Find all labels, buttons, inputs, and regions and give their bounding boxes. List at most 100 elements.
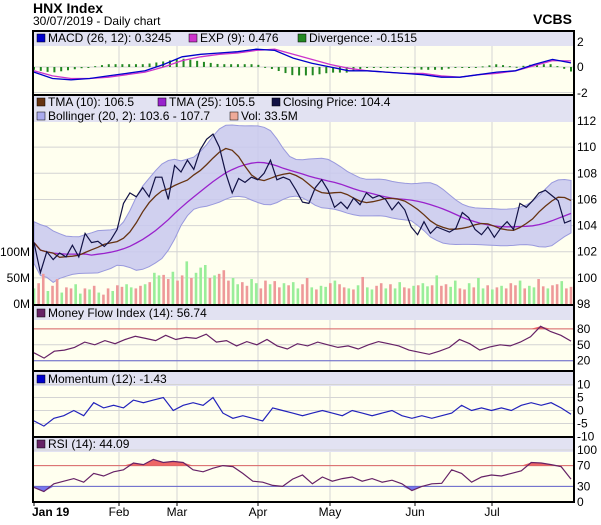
volume-bar [171, 271, 175, 304]
price-legend: TMA (10): 106.5 TMA (25): 105.5 Closing … [36, 95, 391, 123]
divergence-bar [128, 64, 131, 67]
volume-bar [310, 287, 314, 304]
volume-tick-label: 100M [0, 245, 30, 259]
divergence-bar [80, 67, 83, 69]
volume-bar [486, 285, 489, 304]
tma10-swatch [36, 97, 46, 107]
divergence-bar [468, 67, 471, 68]
volume-bar [287, 285, 290, 304]
volume-bar [366, 287, 369, 304]
volume-bar [236, 284, 239, 304]
divergence-bar [196, 60, 199, 67]
divergence-bar [209, 62, 212, 67]
divergence-bar [447, 67, 450, 69]
divergence-bar [563, 67, 566, 69]
volume-bar [162, 274, 165, 304]
divergence-bar [114, 64, 117, 67]
divergence-bar [372, 67, 375, 68]
divergence-bar [413, 67, 416, 69]
volume-bar [125, 284, 128, 304]
volume-bar [282, 283, 286, 304]
x-tick-label: Jun [405, 505, 424, 519]
volume-bar [190, 278, 193, 304]
rsi-legend: RSI (14): 44.09 [36, 437, 130, 451]
x-tick-label: Mar [167, 505, 188, 519]
macd-plot-area [33, 46, 574, 95]
volume-bar [421, 283, 425, 304]
divergence-bar [107, 64, 110, 67]
x-tick-label: Jan 19 [32, 505, 70, 519]
y-tick-label: 70 [577, 459, 591, 473]
volume-bar [213, 275, 216, 304]
volume-bar [203, 265, 207, 304]
divergence-bar [536, 64, 539, 67]
volume-bar [92, 285, 96, 304]
divergence-bar [270, 67, 273, 69]
volume-bar [407, 288, 411, 304]
y-tick-label: -2 [577, 86, 588, 100]
divergence-bar [570, 67, 572, 72]
mfi-swatch [36, 308, 46, 318]
volume-bar [139, 285, 142, 304]
divergence-bar [502, 65, 505, 67]
legend-tma10: TMA (10): 106.5 [48, 95, 134, 109]
divergence-bar [168, 60, 171, 67]
volume-bar [491, 289, 494, 304]
macd-swatch [36, 33, 46, 43]
volume-bar [264, 280, 267, 304]
volume-bar [555, 284, 559, 304]
y-tick-label: 112 [577, 114, 596, 128]
volume-bar [69, 288, 73, 304]
volume-bar [435, 275, 439, 304]
volume-bar [565, 288, 568, 304]
divergence-bar [420, 67, 423, 70]
volume-bar [157, 275, 161, 304]
volume-bar [116, 285, 119, 304]
volume-bar [426, 286, 429, 304]
divergence-bar [277, 67, 280, 72]
closing-price-line [33, 133, 572, 275]
volume-bar [254, 283, 258, 304]
y-tick-label: 98 [577, 297, 591, 311]
volume-bar [241, 282, 244, 304]
y-tick-label: 10 [577, 378, 591, 392]
divergence-bar [481, 66, 484, 68]
volume-bar [250, 279, 253, 304]
divergence-bar [182, 58, 185, 67]
volume-bar [60, 292, 64, 304]
volume-bar [301, 284, 304, 304]
x-tick-label: Feb [109, 505, 130, 519]
divergence-bar [522, 65, 525, 67]
volume-bar [412, 285, 415, 304]
volume-bar [83, 288, 87, 304]
divergence-bar [87, 67, 90, 68]
volume-bar [55, 279, 59, 304]
volume-bar [324, 286, 327, 304]
volume-bar [166, 279, 170, 304]
legend-rsi: RSI (14): 44.09 [48, 437, 130, 451]
divergence-bar [556, 66, 559, 68]
volume-bar [37, 283, 40, 304]
volume-bar [259, 288, 263, 304]
volume-bar [208, 278, 212, 304]
y-tick-label: 0 [577, 60, 584, 74]
divergence-bar [304, 67, 307, 76]
divergence-bar [454, 67, 457, 68]
tma25-swatch [157, 97, 167, 107]
x-tick-label: Apr [249, 505, 268, 519]
divergence-bar [474, 67, 477, 68]
mfi-legend: Money Flow Index (14): 56.74 [36, 306, 207, 320]
divergence-bar [440, 67, 443, 70]
volume-bar [148, 282, 152, 304]
y-tick-label: 106 [577, 192, 597, 206]
volume-bar [65, 287, 68, 304]
divergence-bar [202, 61, 205, 67]
volume-bar [245, 285, 249, 304]
tma10-line [33, 147, 572, 258]
legend-volume: Vol: 33.5M [241, 109, 298, 123]
volume-bar [523, 288, 527, 304]
divergence-bar [318, 67, 321, 75]
y-tick-label: -5 [577, 417, 588, 431]
divergence-bar [94, 66, 97, 68]
volume-bar [416, 285, 420, 304]
